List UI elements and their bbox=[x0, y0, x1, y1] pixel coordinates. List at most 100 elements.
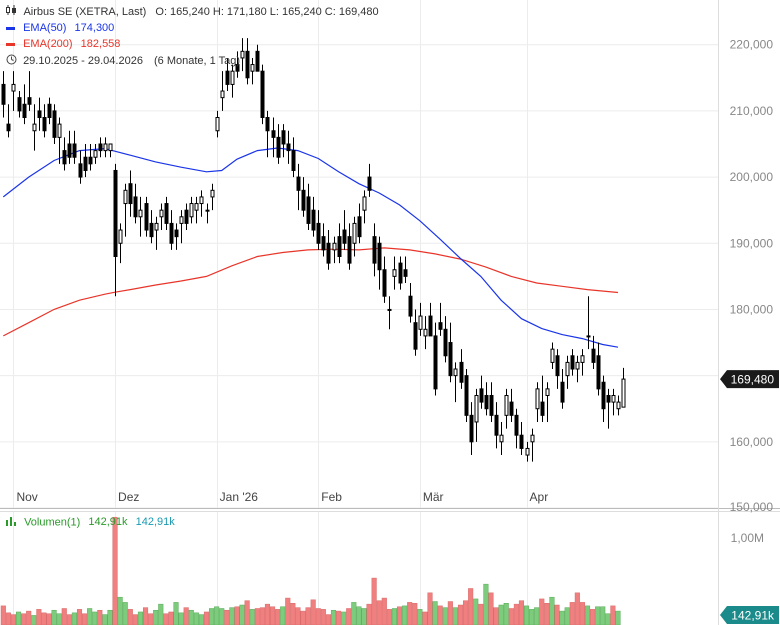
candlestick-series bbox=[1, 38, 626, 462]
candle-body-down bbox=[301, 189, 306, 211]
axis-badges: 169,480 142,91k bbox=[720, 370, 779, 624]
candle-body-up bbox=[240, 50, 245, 59]
volume-bars bbox=[0, 516, 621, 625]
price-tick-label: 200,000 bbox=[730, 170, 774, 184]
ema200-line bbox=[3, 247, 619, 337]
candle bbox=[337, 223, 342, 264]
candle-body-down bbox=[311, 209, 316, 231]
candle-body-down bbox=[347, 236, 352, 264]
time-tick-label: Apr bbox=[530, 490, 549, 504]
price-axis: 160,000170,000180,000190,000200,000210,0… bbox=[730, 38, 774, 514]
volume-bar bbox=[356, 606, 362, 625]
volume-bar bbox=[381, 597, 387, 625]
candle bbox=[443, 316, 448, 363]
candle bbox=[591, 335, 596, 370]
candle-body-up bbox=[474, 394, 479, 423]
ema50-path bbox=[2, 147, 619, 348]
volume-bar bbox=[584, 605, 591, 625]
volume-bar bbox=[559, 610, 565, 625]
candle-body-down bbox=[27, 97, 32, 105]
candle-body-up bbox=[453, 368, 458, 377]
candle bbox=[377, 236, 382, 290]
candle bbox=[398, 256, 403, 290]
candle-body-down bbox=[22, 103, 27, 119]
candle-body-down bbox=[306, 196, 311, 224]
ema200-swatch bbox=[6, 42, 15, 46]
volume-bar bbox=[341, 611, 347, 625]
volume-bar bbox=[56, 613, 62, 625]
candle-body-up bbox=[32, 123, 37, 132]
candle bbox=[464, 369, 469, 422]
volume-bar bbox=[178, 612, 184, 625]
candle-body-down bbox=[342, 229, 347, 244]
time-tick-label: Jan '26 bbox=[220, 490, 259, 504]
candle-body-down bbox=[255, 50, 260, 72]
price-tick-label: 190,000 bbox=[730, 236, 774, 250]
date-range-legend: 29.10.2025 - 29.04.2026 (6 Monate, 1 Tag… bbox=[6, 54, 240, 68]
volume-bar bbox=[402, 605, 408, 625]
candle bbox=[530, 428, 535, 462]
candle bbox=[519, 421, 524, 456]
volume-bar bbox=[483, 583, 489, 625]
candle bbox=[138, 196, 143, 237]
volume-bar bbox=[549, 596, 555, 625]
volume-bar bbox=[325, 614, 331, 625]
candle-body-down bbox=[438, 322, 443, 330]
volume-bar bbox=[386, 609, 392, 625]
candle bbox=[37, 97, 42, 131]
ema50-line bbox=[2, 147, 619, 348]
volume-bar bbox=[615, 610, 621, 625]
candle bbox=[11, 71, 16, 111]
candle-body-up bbox=[179, 216, 184, 224]
candle-body-up bbox=[189, 203, 194, 218]
price-tick-label: 150,000 bbox=[730, 500, 774, 514]
candle bbox=[72, 130, 77, 164]
candle bbox=[78, 150, 83, 184]
volume-bar bbox=[198, 614, 204, 625]
candle-body-down bbox=[128, 183, 133, 205]
candle bbox=[6, 104, 11, 138]
volume-bar bbox=[203, 611, 210, 625]
ema50-legend[interactable]: EMA(50) 174,300 bbox=[6, 22, 114, 34]
candle bbox=[255, 44, 260, 72]
candle-body-down bbox=[489, 394, 494, 416]
candle-body-down bbox=[47, 103, 52, 119]
candle bbox=[133, 183, 138, 224]
volume-bar bbox=[508, 608, 514, 625]
candle bbox=[316, 210, 321, 250]
volume-axis: 1,00M bbox=[731, 531, 764, 545]
volume-bar bbox=[168, 611, 174, 625]
ema200-value: 182,558 bbox=[80, 38, 121, 50]
volume-bar bbox=[66, 614, 72, 625]
candle bbox=[194, 196, 199, 224]
candle-body-down bbox=[540, 401, 545, 416]
candle bbox=[469, 402, 474, 456]
volume-bar bbox=[295, 607, 301, 625]
candle-body-down bbox=[260, 70, 265, 119]
volume-bar bbox=[51, 609, 57, 625]
candle bbox=[535, 382, 540, 422]
candle bbox=[301, 177, 306, 217]
candle-body-up bbox=[123, 189, 128, 205]
last-price-badge: 169,480 bbox=[720, 370, 779, 389]
candle bbox=[413, 309, 418, 356]
candle-body-down bbox=[169, 222, 174, 244]
candle-body-up bbox=[530, 434, 535, 443]
candle-body-down bbox=[408, 295, 413, 317]
candle-body-down bbox=[225, 70, 230, 85]
candle-body-down bbox=[265, 117, 270, 132]
candle bbox=[372, 223, 377, 277]
candle bbox=[555, 349, 560, 389]
volume-bar bbox=[610, 605, 616, 625]
ema200-legend[interactable]: EMA(200) 182,558 bbox=[6, 38, 120, 50]
candle bbox=[17, 91, 22, 118]
candle bbox=[225, 57, 230, 92]
candle bbox=[392, 256, 397, 290]
range-note: (6 Monate, 1 Tag) bbox=[154, 54, 241, 67]
volume-label: Volumen(1) bbox=[24, 516, 81, 529]
volume-bar bbox=[513, 603, 519, 625]
volume-bar bbox=[361, 608, 367, 625]
candle-body-up bbox=[250, 64, 255, 72]
candle bbox=[367, 163, 372, 197]
candle bbox=[32, 104, 37, 151]
